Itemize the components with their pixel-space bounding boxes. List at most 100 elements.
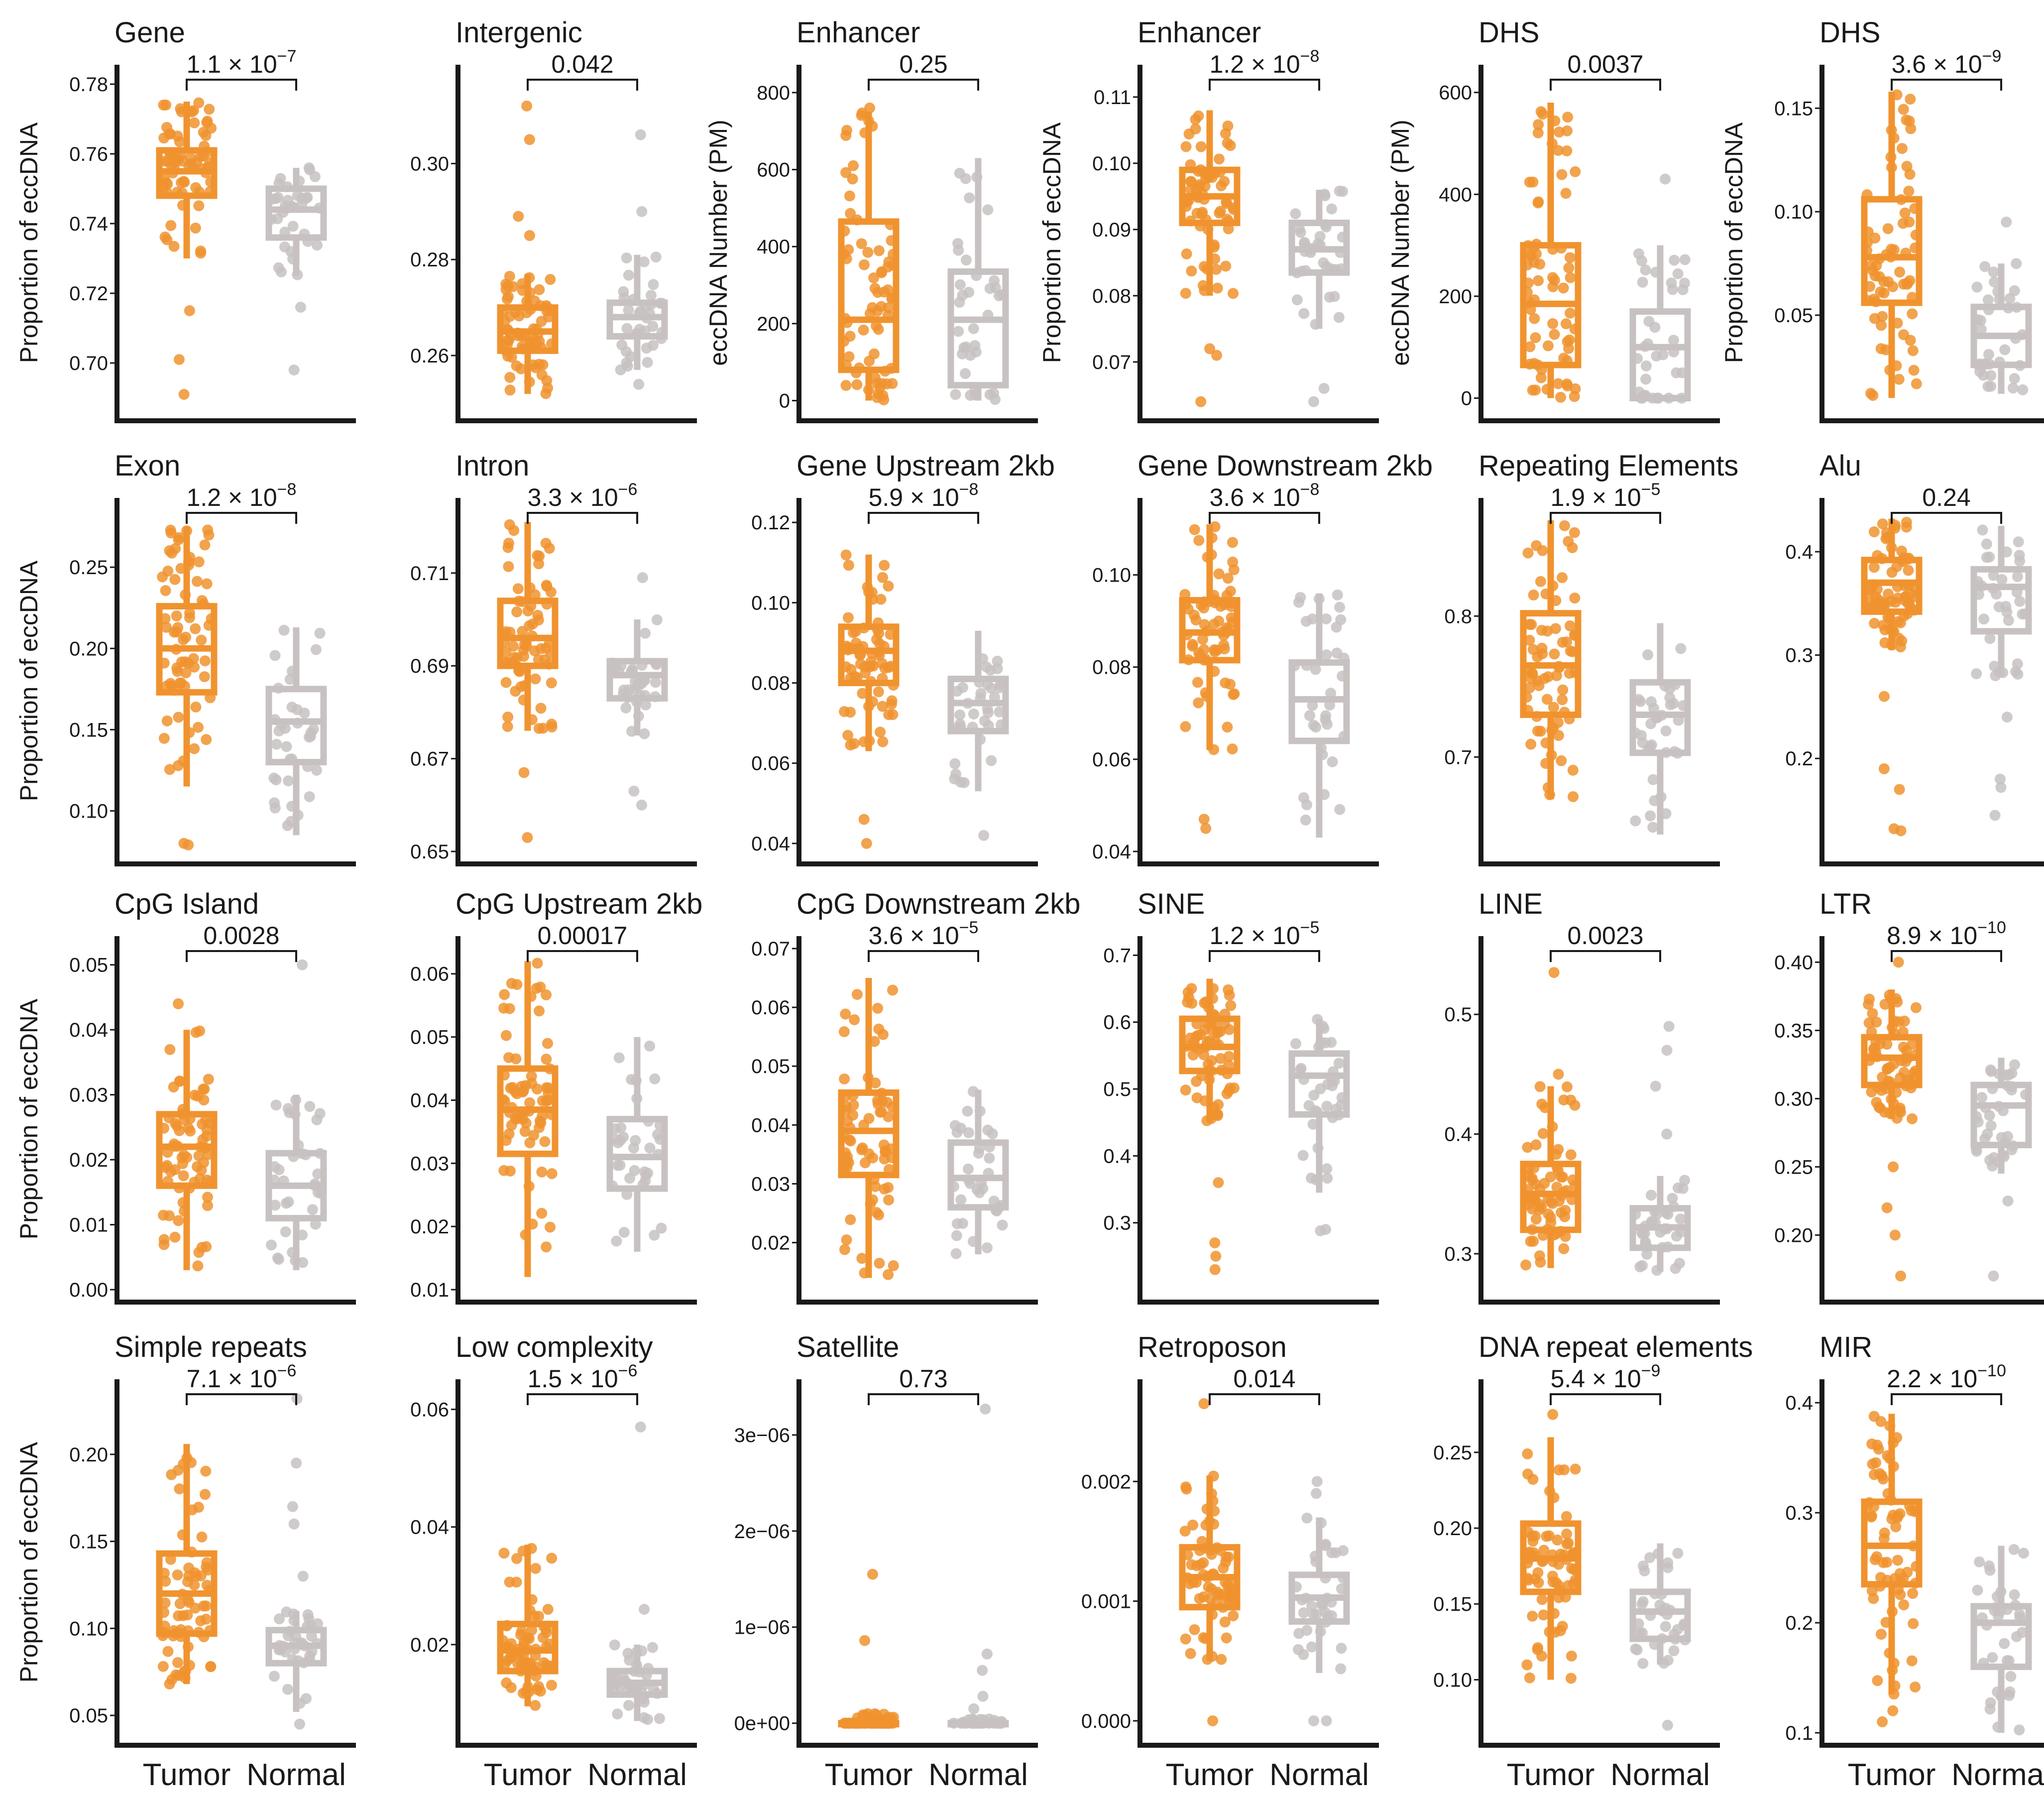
tumor-point: [176, 155, 188, 167]
tumor-point: [546, 719, 558, 730]
tumor-point: [181, 1452, 193, 1463]
tumor-point: [1218, 1563, 1229, 1574]
tumor-point: [525, 304, 536, 315]
normal-point: [967, 722, 978, 733]
tumor-point: [1904, 168, 1916, 180]
tumor-point: [1206, 172, 1218, 183]
normal-point: [1320, 1572, 1331, 1584]
tumor-point: [1562, 125, 1573, 136]
tumor-point: [1878, 1557, 1889, 1568]
tumor-point: [535, 1117, 547, 1129]
normal-point: [1979, 261, 1991, 272]
tumor-point: [205, 186, 216, 197]
normal-outlier: [1661, 1128, 1673, 1140]
tumor-point: [1868, 1469, 1880, 1480]
p-value-exponent: −9: [1641, 1361, 1661, 1380]
tumor-point: [1565, 1673, 1577, 1684]
tumor-point: [1541, 694, 1553, 705]
tumor-point: [1561, 355, 1573, 366]
tumor-point: [537, 1632, 549, 1643]
tumor-point: [1882, 1450, 1893, 1461]
normal-point: [1312, 1106, 1323, 1118]
normal-point: [639, 728, 650, 739]
normal-point: [1671, 1230, 1682, 1242]
tumor-point: [158, 732, 170, 744]
tumor-point: [507, 1648, 519, 1659]
normal-point: [1983, 1560, 1995, 1571]
p-value: 8.9 × 10−10: [1887, 918, 2006, 950]
tumor-point: [174, 1125, 185, 1136]
p-value: 1.2 × 10−8: [187, 480, 297, 511]
normal-point: [2014, 360, 2026, 371]
tumor-point: [1228, 288, 1239, 299]
normal-point: [1637, 1658, 1649, 1669]
tumor-point: [161, 621, 172, 633]
tumor-point: [1891, 1432, 1903, 1444]
tumor-point: [1216, 1654, 1227, 1665]
tumor-point: [171, 186, 183, 198]
tumor-point: [887, 1101, 898, 1113]
x-label-normal: Normal: [928, 1758, 1028, 1792]
normal-point: [1672, 1182, 1684, 1194]
normal-point: [623, 304, 634, 316]
tumor-point: [184, 612, 195, 623]
tumor-point: [173, 712, 184, 723]
tumor-point: [845, 1214, 856, 1225]
tumor-point: [1867, 1458, 1878, 1470]
tumor-point: [511, 606, 523, 617]
y-axis-label: eccDNA Number (PM): [1386, 120, 1414, 366]
tumor-point: [500, 1030, 512, 1041]
tumor-point: [1195, 141, 1207, 152]
tumor-point: [1533, 119, 1544, 130]
normal-point: [648, 279, 659, 290]
normal-point: [981, 661, 992, 673]
normal-point: [1312, 1014, 1323, 1025]
tumor-point: [499, 1095, 510, 1107]
tumor-point: [1563, 343, 1575, 354]
normal-point: [982, 679, 993, 691]
normal-point: [951, 686, 963, 697]
tumor-point: [188, 653, 199, 664]
tumor-point: [202, 1200, 213, 1211]
tumor-point: [1547, 580, 1559, 592]
normal-point: [1660, 725, 1672, 737]
normal-point: [1640, 373, 1652, 385]
normal-point: [1982, 294, 1994, 306]
tumor-point: [1198, 1049, 1210, 1061]
y-tick-label: 0.05: [69, 955, 108, 976]
significance-bracket: [1209, 512, 1320, 524]
normal-point: [1974, 1556, 1985, 1567]
tumor-point: [1180, 201, 1192, 212]
p-value-exponent: −9: [1982, 47, 2002, 66]
normal-outlier: [636, 799, 647, 811]
tumor-point: [1557, 1621, 1568, 1632]
significance-bracket: [868, 950, 979, 962]
normal-point: [1337, 232, 1348, 243]
normal-point: [1315, 742, 1327, 753]
tumor-point: [863, 1148, 875, 1160]
tumor-point: [1212, 1586, 1223, 1598]
y-tick-label: 0.7: [1444, 746, 1472, 768]
tumor-point: [1868, 1411, 1880, 1422]
tumor-point: [1224, 989, 1235, 1001]
y-tick-label: 200: [757, 313, 790, 335]
tumor-point: [172, 1140, 183, 1152]
normal-point: [283, 1196, 294, 1207]
tumor-point: [876, 301, 887, 312]
normal-point: [1304, 710, 1316, 722]
normal-point: [292, 269, 303, 280]
normal-point: [609, 1639, 620, 1651]
normal-point: [1310, 1556, 1322, 1567]
normal-point: [1668, 698, 1679, 709]
tumor-point: [204, 1625, 216, 1636]
tumor-point: [1534, 1183, 1546, 1195]
normal-point: [636, 659, 648, 671]
normal-point: [644, 1040, 656, 1052]
tumor-point: [502, 721, 513, 732]
tumor-outlier: [1198, 1398, 1210, 1410]
tumor-point: [178, 1170, 189, 1182]
tumor-point: [862, 582, 873, 593]
y-tick-label: 0.10: [751, 592, 790, 614]
